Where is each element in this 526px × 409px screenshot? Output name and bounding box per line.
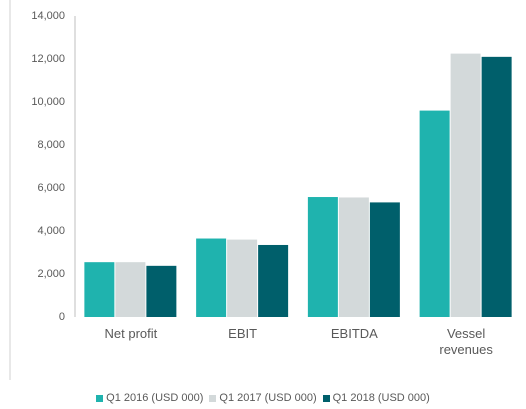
bar [419,110,450,317]
x-tick-label: Vessel revenues [439,326,493,357]
legend-label: Q1 2018 (USD 000) [332,392,430,404]
bar [481,56,512,317]
y-tick-label: 12,000 [31,53,65,65]
x-tick-label: Net profit [104,326,158,341]
legend-item: Q1 2017 (USD 000) [209,392,317,404]
legend-swatch [96,394,104,402]
bar [338,197,369,317]
y-tick-label: 0 [59,311,65,323]
bar [450,53,481,317]
legend-item: Q1 2018 (USD 000) [322,392,430,404]
x-tick-label: EBIT [228,326,258,341]
y-tick-label: 6,000 [37,182,65,194]
legend-item: Q1 2016 (USD 000) [96,392,203,404]
legend: Q1 2016 (USD 000) Q1 2017 (USD 000) Q1 201… [0,392,526,404]
y-tick-label: 14,000 [31,10,65,22]
bar [227,239,258,317]
x-tick-label: EBITDA [330,326,378,341]
legend-label: Q1 2017 (USD 000) [219,392,317,404]
y-tick-label: 8,000 [37,139,65,151]
legend-swatch [322,394,330,402]
bar [115,262,146,317]
bar [84,262,115,317]
bar [146,265,177,317]
legend-swatch [209,394,217,402]
legend-label: Q1 2016 (USD 000) [106,392,204,404]
y-tick-label: 2,000 [37,268,65,280]
bar [307,197,338,317]
bar [369,202,400,317]
bar [258,244,289,317]
y-tick-label: 4,000 [37,225,65,237]
bar [196,238,227,317]
y-tick-label: 10,000 [31,96,65,108]
